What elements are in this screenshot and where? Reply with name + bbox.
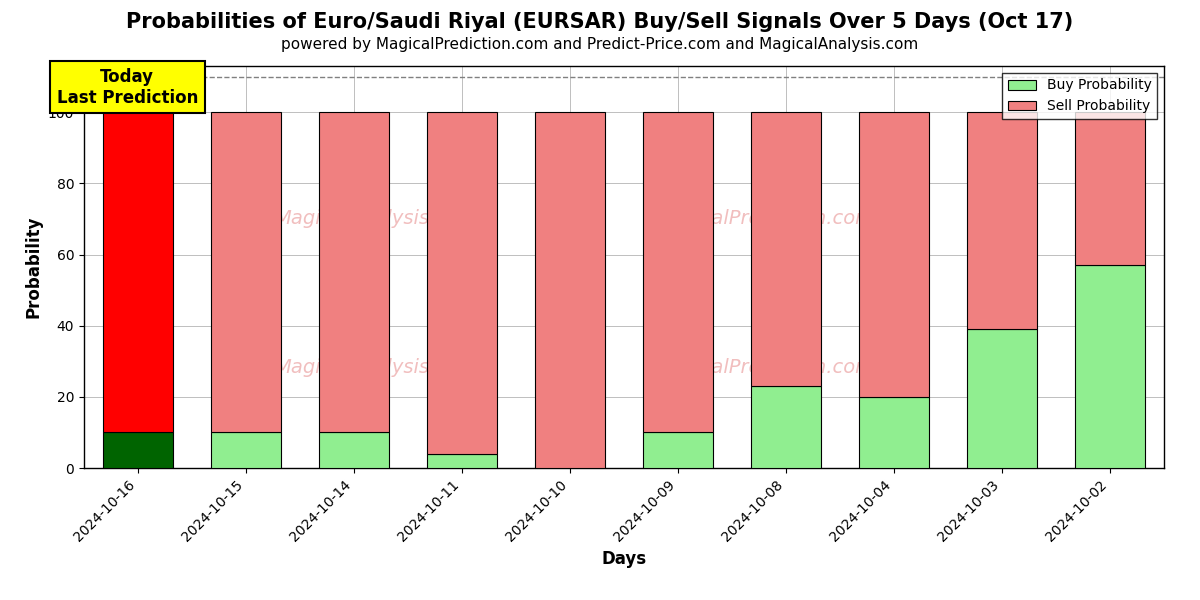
Bar xyxy=(1075,265,1145,468)
Bar xyxy=(751,112,821,386)
Text: MagicalPrediction.com: MagicalPrediction.com xyxy=(654,209,875,228)
Bar xyxy=(427,112,497,454)
Bar xyxy=(319,433,389,468)
Bar xyxy=(211,112,281,433)
Text: powered by MagicalPrediction.com and Predict-Price.com and MagicalAnalysis.com: powered by MagicalPrediction.com and Pre… xyxy=(281,37,919,52)
Bar xyxy=(535,112,605,468)
Bar xyxy=(859,112,929,397)
Text: MagicalPrediction.com: MagicalPrediction.com xyxy=(654,358,875,377)
Bar xyxy=(1075,112,1145,265)
Bar xyxy=(859,397,929,468)
Bar xyxy=(319,112,389,433)
Y-axis label: Probability: Probability xyxy=(24,216,42,318)
Bar xyxy=(427,454,497,468)
Bar xyxy=(103,112,173,433)
Text: Today
Last Prediction: Today Last Prediction xyxy=(56,68,198,107)
Text: MagicalAnalysis.com: MagicalAnalysis.com xyxy=(274,209,478,228)
Legend: Buy Probability, Sell Probability: Buy Probability, Sell Probability xyxy=(1002,73,1157,119)
Bar xyxy=(643,433,713,468)
Bar xyxy=(211,433,281,468)
Bar xyxy=(103,433,173,468)
Bar xyxy=(967,329,1037,468)
X-axis label: Days: Days xyxy=(601,550,647,568)
Text: MagicalAnalysis.com: MagicalAnalysis.com xyxy=(274,358,478,377)
Text: Probabilities of Euro/Saudi Riyal (EURSAR) Buy/Sell Signals Over 5 Days (Oct 17): Probabilities of Euro/Saudi Riyal (EURSA… xyxy=(126,12,1074,32)
Bar xyxy=(967,112,1037,329)
Bar xyxy=(643,112,713,433)
Bar xyxy=(751,386,821,468)
